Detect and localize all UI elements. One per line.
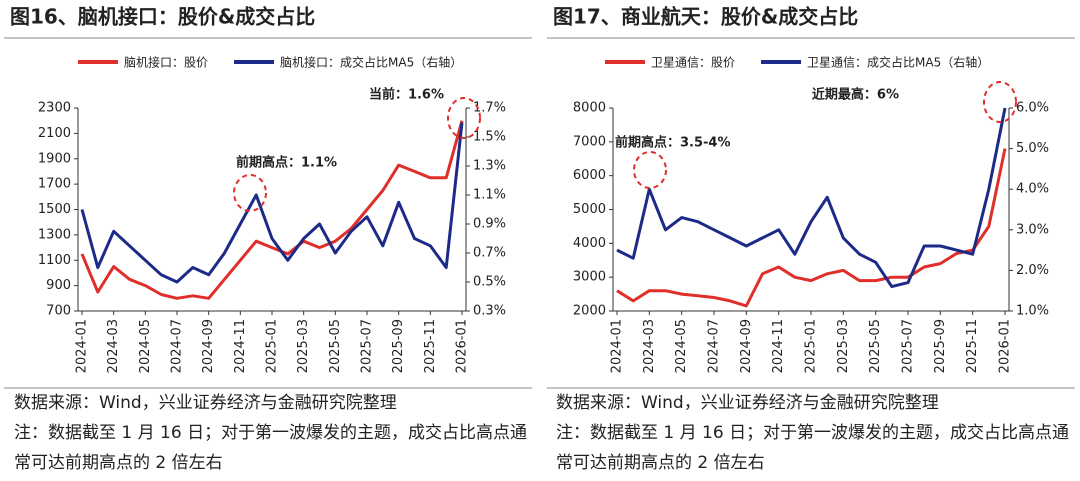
line-series [80, 120, 464, 300]
y-tick-label: 1100 [38, 253, 71, 268]
x-tick-label: 2024-07 [707, 319, 722, 373]
chart-title: 图16、脑机接口：股价&成交占比 [10, 5, 315, 29]
y-tick-label: 7000 [573, 134, 606, 149]
y-tick-label: 900 [46, 278, 71, 293]
y2-tick-label: 2.0% [1016, 263, 1049, 278]
y2-tick-label: 1.7% [473, 101, 506, 116]
x-tick-label: 2024-03 [106, 319, 121, 373]
annotation: 前期高点：3.5-4% [615, 135, 731, 151]
x-tick-label: 2025-07 [901, 319, 916, 373]
y2-tick-label: 6.0% [1016, 101, 1049, 116]
x-tick-label: 2025-01 [804, 319, 819, 373]
y2-tick-label: 1.3% [473, 159, 506, 174]
y-tick-label: 2000 [573, 304, 606, 319]
x-tick-label: 2024-05 [138, 319, 153, 373]
x-tick-label: 2024-11 [771, 319, 786, 373]
y-tick-label: 700 [46, 304, 71, 319]
y2-tick-label: 4.0% [1016, 182, 1049, 197]
legend-label: 脑机接口：股价 [124, 55, 208, 70]
x-tick-label: 2025-03 [836, 319, 851, 373]
note: 注：数据截至 1 月 16 日；对于第一波爆发的主题，成交占比高点通常可达前期高… [556, 423, 1070, 473]
x-tick-label: 2024-01 [75, 319, 90, 373]
y-tick-label: 6000 [573, 168, 606, 183]
x-tick-label: 2025-07 [360, 319, 375, 373]
line-series [616, 148, 1007, 308]
y2-tick-label: 3.0% [1016, 222, 1049, 237]
y2-tick-label: 0.7% [473, 246, 506, 261]
y-tick-label: 5000 [573, 202, 606, 217]
highlight-circle [633, 151, 667, 189]
y-tick-label: 3000 [573, 270, 606, 285]
y2-tick-label: 0.9% [473, 217, 506, 232]
annotation: 当前：1.6% [369, 87, 444, 103]
source: 数据来源：Wind，兴业证券经济与金融研究院整理 [556, 393, 939, 413]
line-series [80, 122, 464, 284]
note: 注：数据截至 1 月 16 日；对于第一波爆发的主题，成交占比高点通常可达前期高… [14, 423, 528, 473]
y-tick-label: 8000 [573, 101, 606, 116]
legend-label: 卫星通信：股价 [651, 56, 735, 70]
x-tick-label: 2025-01 [265, 319, 280, 373]
highlight-circle [447, 97, 481, 139]
x-tick-label: 2026-01 [998, 319, 1013, 373]
highlight-circle [983, 81, 1017, 123]
annotation: 近期最高：6% [812, 87, 899, 103]
y2-tick-label: 5.0% [1016, 141, 1049, 156]
legend-label: 卫星通信：成交占比MA5（右轴） [807, 55, 989, 70]
x-tick-label: 2024-11 [233, 319, 248, 373]
x-tick-label: 2024-07 [170, 319, 185, 373]
x-tick-label: 2025-05 [868, 319, 883, 373]
x-tick-label: 2025-03 [296, 319, 311, 373]
line-series [616, 107, 1007, 289]
y-tick-label: 1500 [38, 202, 71, 217]
x-tick-label: 2026-01 [455, 319, 470, 373]
y-tick-label: 1700 [38, 177, 71, 192]
y-tick-label: 4000 [573, 236, 606, 251]
chart-title: 图17、商业航天：股价&成交占比 [553, 5, 858, 29]
x-tick-label: 2024-03 [642, 319, 657, 373]
y2-tick-label: 1.0% [1016, 304, 1049, 319]
annotation: 前期高点：1.1% [236, 155, 337, 171]
x-tick-label: 2025-11 [423, 319, 438, 373]
y2-tick-label: 1.5% [473, 130, 506, 145]
y-tick-label: 2100 [38, 126, 71, 141]
x-tick-label: 2025-09 [933, 319, 948, 373]
y-tick-label: 1300 [38, 227, 71, 242]
highlight-circle [233, 174, 267, 212]
y2-tick-label: 1.1% [473, 188, 506, 203]
x-tick-label: 2025-09 [391, 319, 406, 373]
source: 数据来源：Wind，兴业证券经济与金融研究院整理 [14, 393, 397, 413]
y-tick-label: 1900 [38, 151, 71, 166]
legend-label: 脑机接口：成交占比MA5（右轴） [280, 55, 462, 70]
x-tick-label: 2024-05 [674, 319, 689, 373]
y2-tick-label: 0.5% [473, 275, 506, 290]
y2-tick-label: 0.3% [473, 304, 506, 319]
x-tick-label: 2024-09 [739, 319, 754, 373]
x-tick-label: 2025-11 [965, 319, 980, 373]
x-tick-label: 2024-01 [610, 319, 625, 373]
y-tick-label: 2300 [38, 101, 71, 116]
x-tick-label: 2024-09 [201, 319, 216, 373]
x-tick-label: 2025-05 [328, 319, 343, 373]
